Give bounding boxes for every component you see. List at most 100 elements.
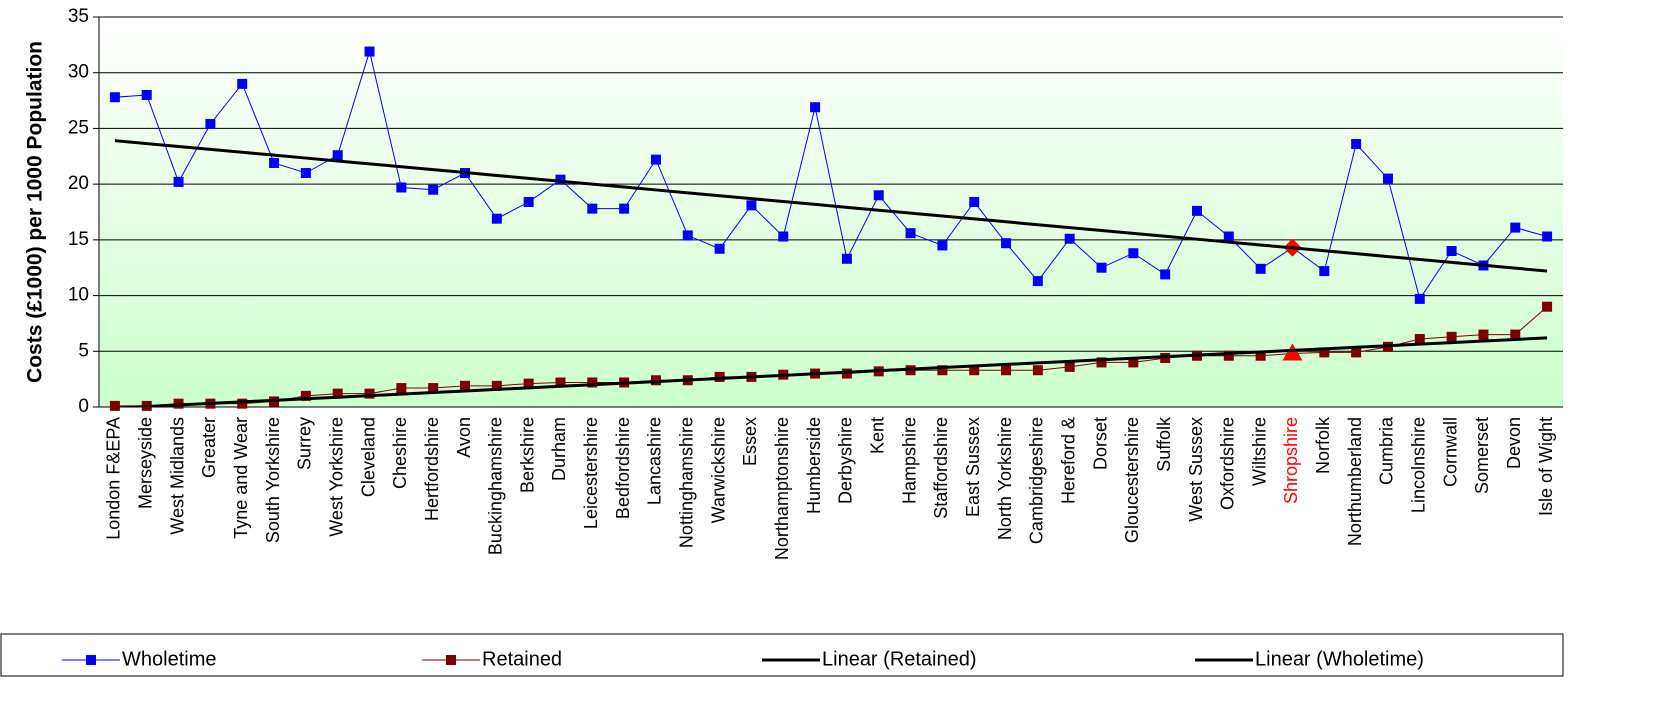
marker <box>109 400 120 411</box>
marker <box>1414 293 1425 304</box>
marker <box>1064 361 1075 372</box>
x-tick-label: Merseyside <box>135 417 155 509</box>
series-line <box>114 49 1548 301</box>
x-tick-label: Surrey <box>295 417 315 470</box>
legend-label: Linear (Wholetime) <box>1255 648 1424 670</box>
y-tick-label: 35 <box>68 6 89 27</box>
marker <box>205 118 216 129</box>
legend-box <box>0 633 1564 677</box>
marker <box>746 200 757 211</box>
x-tick-label: West Yorkshire <box>326 417 346 537</box>
series-line <box>114 139 1548 273</box>
marker <box>332 150 343 161</box>
marker <box>269 157 280 168</box>
x-tick-label: Gloucestershire <box>1122 417 1142 543</box>
x-tick-label: Essex <box>740 417 760 466</box>
marker <box>1351 139 1362 150</box>
x-tick-label: Leicestershire <box>581 417 601 529</box>
legend-marker <box>86 655 96 665</box>
x-tick-label: Cheshire <box>390 417 410 489</box>
marker <box>1096 262 1107 273</box>
marker <box>714 243 725 254</box>
marker <box>619 203 630 214</box>
marker <box>969 365 980 376</box>
marker <box>396 182 407 193</box>
x-tick-label: Oxfordshire <box>1218 417 1238 510</box>
marker <box>873 190 884 201</box>
marker <box>841 253 852 264</box>
x-tick-label: West Sussex <box>1186 417 1206 522</box>
x-tick-label: Bedfordshire <box>613 417 633 519</box>
x-tick-label: Buckinghamshire <box>486 417 506 555</box>
x-tick-label: Northumberland <box>1345 417 1365 546</box>
marker <box>1001 365 1012 376</box>
marker <box>1128 248 1139 259</box>
marker <box>969 196 980 207</box>
x-tick-label: Shropshire <box>1281 417 1301 504</box>
legend-label: Linear (Retained) <box>822 648 977 670</box>
marker <box>300 168 311 178</box>
marker <box>1319 266 1330 277</box>
x-tick-label: Cornwall <box>1440 417 1460 487</box>
x-tick-label: Cambridgeshire <box>1027 417 1047 544</box>
marker <box>141 90 152 100</box>
marker <box>778 231 789 242</box>
x-tick-label: Humberside <box>804 417 824 514</box>
marker <box>237 398 248 409</box>
x-tick-label: Greater <box>199 417 219 478</box>
marker <box>555 174 566 185</box>
y-tick-label: 0 <box>78 396 89 417</box>
x-tick-label: London F&EPA <box>104 417 124 540</box>
x-tick-label: Lincolnshire <box>1409 417 1429 513</box>
marker <box>555 377 566 388</box>
marker <box>428 383 439 394</box>
marker <box>173 176 184 187</box>
marker <box>1446 246 1457 256</box>
marker <box>937 240 948 251</box>
y-axis-title: Costs (£1000) per 1000 Population <box>24 41 47 383</box>
x-tick-label: Devon <box>1504 417 1524 469</box>
marker <box>1542 301 1553 312</box>
marker <box>1382 173 1393 184</box>
marker <box>523 378 534 389</box>
y-tick-label: 5 <box>78 340 89 361</box>
marker <box>810 102 821 113</box>
marker <box>1510 329 1521 340</box>
marker <box>1351 347 1362 358</box>
marker <box>1414 334 1425 345</box>
x-tick-label: West Midlands <box>167 417 187 535</box>
x-tick-label: Berkshire <box>517 417 537 493</box>
marker <box>364 46 375 57</box>
marker <box>714 371 725 382</box>
highlight-marker <box>1282 343 1303 361</box>
y-tick-label: 15 <box>68 229 89 250</box>
x-tick-label: Hereford & <box>1058 417 1078 504</box>
marker <box>1319 347 1330 358</box>
x-tick-label: Staffordshire <box>931 417 951 519</box>
marker <box>428 184 439 195</box>
marker <box>682 230 693 241</box>
marker <box>1255 263 1266 274</box>
marker <box>587 377 598 388</box>
marker <box>523 196 534 207</box>
plot-area <box>99 17 1563 407</box>
legend-marker <box>446 655 456 665</box>
marker <box>1223 231 1234 242</box>
x-tick-label: Nottinghamshire <box>677 417 697 548</box>
x-tick-label: Hampshire <box>899 417 919 504</box>
marker <box>460 380 470 391</box>
marker <box>1128 357 1139 368</box>
marker <box>1478 329 1489 340</box>
x-tick-label: Lancashire <box>645 417 665 505</box>
y-tick-label: 10 <box>68 285 89 306</box>
legend-label: Wholetime <box>122 648 216 670</box>
x-tick-label: Kent <box>867 417 887 454</box>
marker <box>587 203 598 214</box>
x-tick-label: Tyne and Wear <box>231 417 251 539</box>
x-tick-label: Hertfordshire <box>422 417 442 521</box>
marker <box>1255 350 1266 361</box>
marker <box>1510 222 1521 233</box>
y-tick-label: 30 <box>68 62 89 83</box>
x-tick-label: Somerset <box>1472 417 1492 494</box>
